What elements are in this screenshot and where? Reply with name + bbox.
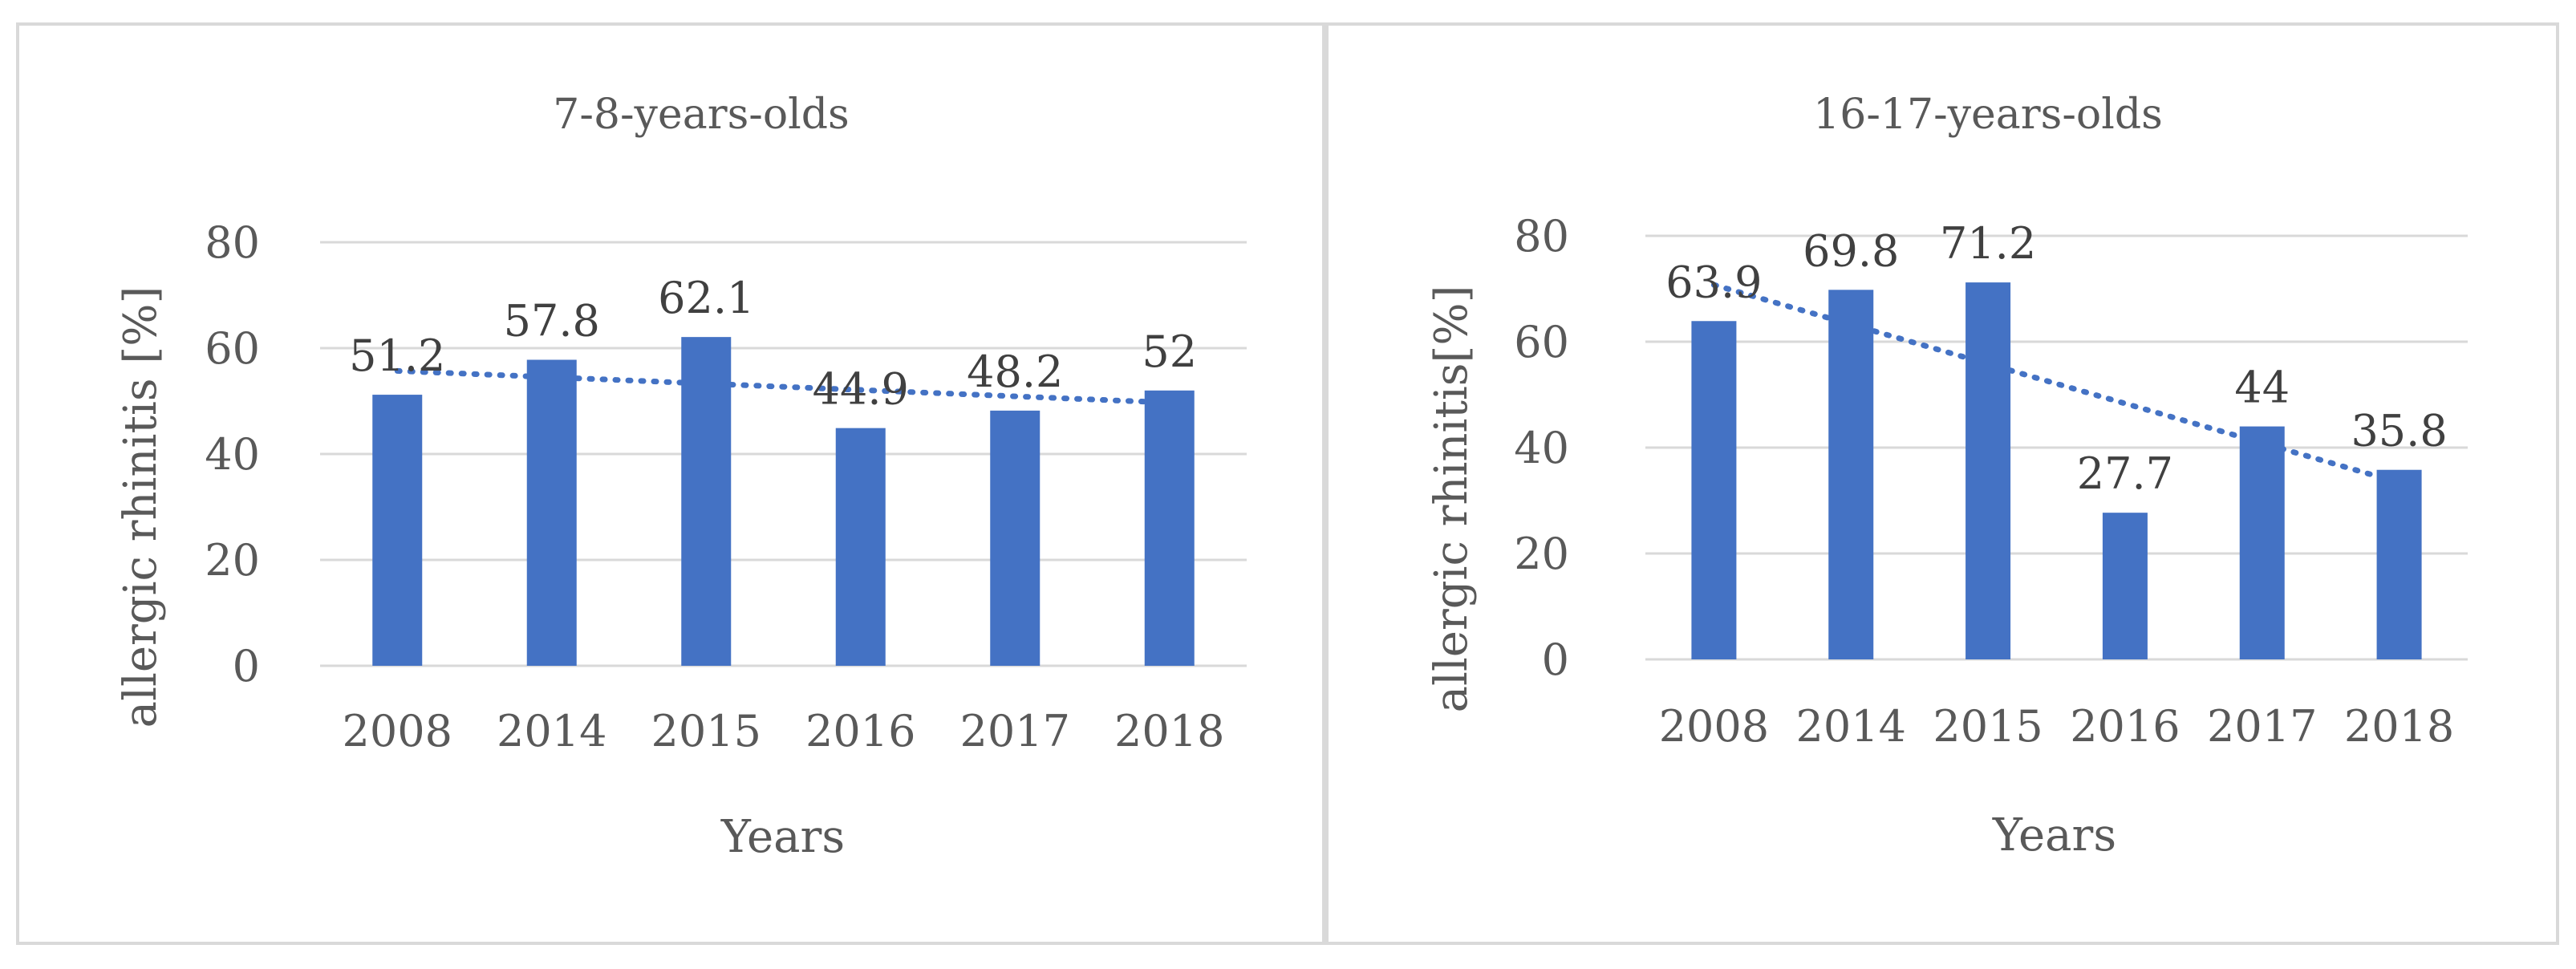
y-tick-label: 20 <box>1514 529 1569 579</box>
x-tick-label: 2017 <box>960 706 1070 756</box>
chart-panel-16-17-years: 16-17-years-olds 63.9 69.8 71.2 27.7 44 35.8 … <box>1325 22 2559 945</box>
y-tick-label: 60 <box>1514 317 1569 367</box>
x-axis-title: Years <box>720 811 845 863</box>
bar <box>681 337 732 666</box>
x-tick-label: 2015 <box>1933 701 2043 752</box>
x-tick-label: 2008 <box>343 706 452 756</box>
x-tick-label: 2016 <box>2070 701 2180 752</box>
data-label: 71.2 <box>1940 218 2036 269</box>
y-tick-label: 0 <box>1542 635 1569 685</box>
y-axis-title: allergic rhinitis [%] <box>115 286 167 728</box>
data-label: 63.9 <box>1665 257 1762 307</box>
x-tick-label: 2018 <box>1114 706 1224 756</box>
bar <box>2102 513 2148 659</box>
y-tick-label: 20 <box>205 535 260 586</box>
x-tick-label: 2014 <box>1796 701 1906 752</box>
y-tick-label: 80 <box>1514 211 1569 262</box>
y-tick-label: 40 <box>1514 423 1569 473</box>
x-tick-label: 2015 <box>651 706 761 756</box>
chart-title: 16-17-years-olds <box>1813 91 2163 139</box>
y-axis-title: allergic rhinitis[%] <box>1426 286 1478 713</box>
bar <box>372 395 423 666</box>
bar <box>2376 469 2422 659</box>
bar <box>1965 282 2011 659</box>
bar <box>2239 426 2285 659</box>
data-label: 48.2 <box>967 347 1063 397</box>
y-tick-label: 80 <box>205 217 260 268</box>
chart-16-17-years-olds: 16-17-years-olds 63.969.8 71.227.74435.8 … <box>1426 91 2468 862</box>
chart-panel-7-8-years: 7-8-years-olds 51.2 57.8 62.1 44.9 48.2 52 0 2… <box>16 22 1325 945</box>
data-label: 69.8 <box>1803 225 1899 276</box>
y-tick-label: 0 <box>233 641 260 691</box>
data-label: 62.1 <box>658 273 754 323</box>
chart-7-8-years-olds: 7-8-years-olds 51.2 57.8 62.1 44.9 48.2 52 0 2… <box>115 91 1247 863</box>
trendline <box>394 367 1173 406</box>
data-label: 44.9 <box>813 364 909 415</box>
x-tick-label: 2017 <box>2207 701 2317 752</box>
bar <box>1144 390 1195 666</box>
data-label: 44 <box>2234 363 2290 413</box>
bar <box>1828 290 1874 659</box>
y-tick-label: 60 <box>205 323 260 374</box>
trendline <box>1710 282 2403 486</box>
chart-title: 7-8-years-olds <box>553 91 849 139</box>
data-label: 35.8 <box>2351 406 2447 456</box>
data-label: 27.7 <box>2077 448 2173 499</box>
bar <box>990 410 1041 666</box>
x-axis-title: Years <box>1992 809 2116 862</box>
bar <box>1691 321 1737 659</box>
data-label: 51.2 <box>349 330 445 381</box>
data-label: 52 <box>1142 326 1197 377</box>
data-label: 57.8 <box>504 296 600 347</box>
bar <box>526 359 577 666</box>
x-tick-label: 2018 <box>2344 701 2454 752</box>
x-tick-label: 2014 <box>497 706 606 756</box>
x-tick-label: 2008 <box>1659 701 1769 752</box>
x-tick-label: 2016 <box>805 706 915 756</box>
bar <box>835 428 886 666</box>
y-tick-label: 40 <box>205 429 260 480</box>
